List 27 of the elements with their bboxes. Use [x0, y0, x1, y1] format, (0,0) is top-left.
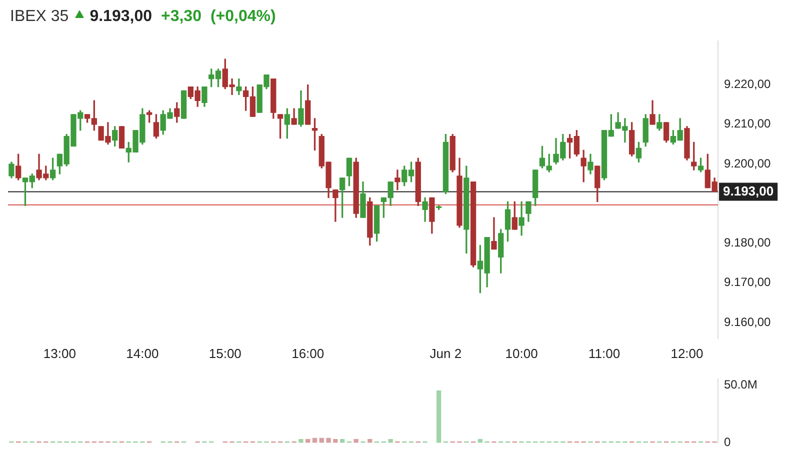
y-tick-label: 9.210,00 — [724, 116, 772, 131]
candlestick — [394, 170, 400, 190]
x-tick-label: 12:00 — [670, 346, 704, 361]
bar — [298, 439, 304, 443]
y-tick-label: 50.0M — [724, 377, 758, 392]
x-tick-label: 16:00 — [292, 346, 324, 361]
text: (+0,04%) — [210, 8, 276, 26]
bar — [333, 439, 338, 443]
x-tick-label: 11:00 — [588, 346, 620, 361]
x-tick-label: 13:00 — [43, 346, 76, 361]
bar — [326, 438, 331, 443]
bar — [436, 390, 442, 443]
x-tick-label: 15:00 — [208, 346, 242, 361]
y-tick-label: 9.200,00 — [724, 156, 772, 170]
text: +3,30 — [160, 8, 202, 26]
ref-line-label: 9.193,00 — [723, 183, 774, 198]
y-tick-label: 9.180,00 — [724, 236, 772, 250]
x-tick-label: Jun 2 — [430, 346, 462, 361]
text: 9.193,00 — [90, 8, 152, 26]
x-tick-label: 10:00 — [505, 346, 538, 361]
y-tick-label: 0 — [724, 435, 731, 450]
y-tick-label: 9.220,00 — [724, 77, 772, 92]
bar — [388, 439, 393, 443]
y-tick-label: 9.170,00 — [724, 275, 772, 290]
x-tick-label: 14:00 — [126, 346, 159, 361]
y-tick-label: 9.160,00 — [724, 314, 772, 329]
chart-title: IBEX 35 — [10, 8, 69, 26]
